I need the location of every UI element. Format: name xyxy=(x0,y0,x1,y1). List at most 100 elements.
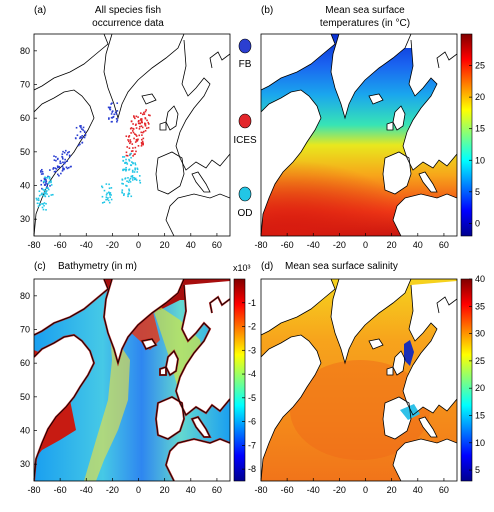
occurrence-point-od xyxy=(50,184,53,186)
occurrence-point-od xyxy=(44,192,47,195)
occurrence-point-od xyxy=(41,192,43,195)
panel-b-title-line-1: Mean sea surface xyxy=(325,5,405,16)
occurrence-point-od xyxy=(45,187,48,190)
occurrence-point-od xyxy=(43,191,46,194)
occurrence-point-od xyxy=(109,192,112,194)
occurrence-point-fb xyxy=(46,185,48,188)
occurrence-point-od xyxy=(100,185,103,188)
occurrence-point-fb xyxy=(40,171,42,173)
occurrence-point-od xyxy=(43,180,46,182)
occurrence-point-ices xyxy=(140,119,143,122)
legend-ices-marker xyxy=(238,113,252,129)
occurrence-point-od xyxy=(138,175,141,177)
panel-c-mid-ridge xyxy=(84,330,130,481)
occurrence-point-od xyxy=(136,171,139,173)
colorbar-tick-label: -2 xyxy=(248,322,256,332)
panel-a-title-line-2: occurrence data xyxy=(92,18,164,29)
panel-d-baltic xyxy=(404,340,414,366)
x-tick-label: -60 xyxy=(54,485,67,495)
x-tick-label: 0 xyxy=(363,240,368,250)
occurrence-point-od xyxy=(42,203,44,205)
occurrence-point-fb xyxy=(60,162,62,165)
occurrence-point-fb xyxy=(62,168,64,170)
occurrence-point-ices xyxy=(140,125,143,127)
occurrence-point-od xyxy=(131,171,134,173)
occurrence-point-fb xyxy=(62,161,64,164)
occurrence-point-ices xyxy=(140,118,143,120)
occurrence-point-od xyxy=(131,175,134,178)
occurrence-point-od xyxy=(106,198,109,201)
occurrence-point-fb xyxy=(42,181,45,184)
occurrence-point-od xyxy=(50,180,52,182)
occurrence-point-fb xyxy=(40,170,42,172)
occurrence-point-ices xyxy=(144,110,147,113)
occurrence-point-fb xyxy=(45,180,48,183)
occurrence-point-od xyxy=(122,183,124,185)
occurrence-point-fb xyxy=(44,184,46,186)
occurrence-point-ices xyxy=(130,132,132,134)
occurrence-point-ices xyxy=(126,154,129,157)
occurrence-point-ices xyxy=(141,134,143,136)
occurrence-point-ices xyxy=(132,128,135,130)
colorbar-tick-label: -1 xyxy=(248,298,256,308)
occurrence-point-fb xyxy=(67,166,70,169)
occurrence-point-fb xyxy=(40,179,43,182)
occurrence-point-ices xyxy=(127,140,130,143)
occurrence-point-fb xyxy=(79,143,81,146)
occurrence-point-od xyxy=(132,162,134,164)
occurrence-point-od xyxy=(43,202,46,204)
occurrence-point-ices xyxy=(133,137,135,140)
panel-a-plot-area xyxy=(34,34,230,236)
occurrence-point-fb xyxy=(81,137,83,139)
occurrence-point-od xyxy=(46,193,48,195)
occurrence-point-od xyxy=(35,197,38,200)
occurrence-point-od xyxy=(37,197,40,200)
x-tick-label: 20 xyxy=(160,485,170,495)
occurrence-point-od xyxy=(127,195,129,198)
occurrence-point-fb xyxy=(64,149,67,152)
occurrence-point-fb xyxy=(69,165,72,168)
x-tick-label: 0 xyxy=(363,485,368,495)
occurrence-point-fb xyxy=(110,113,113,115)
occurrence-point-fb xyxy=(110,116,113,119)
y-tick-label: 30 xyxy=(20,459,30,469)
occurrence-point-fb xyxy=(81,141,84,144)
y-tick-label: 40 xyxy=(20,181,30,191)
occurrence-point-od xyxy=(138,179,141,182)
colorbar-tick-label: 20 xyxy=(475,92,485,102)
y-tick-label: 50 xyxy=(20,147,30,157)
occurrence-point-ices xyxy=(134,124,137,126)
occurrence-point-fb xyxy=(111,120,113,123)
occurrence-point-ices xyxy=(140,131,143,134)
occurrence-point-fb xyxy=(111,102,113,105)
occurrence-point-od xyxy=(130,152,132,155)
occurrence-point-fb xyxy=(45,179,47,181)
occurrence-point-fb xyxy=(116,102,119,104)
panel-c-colorbar xyxy=(233,278,246,482)
occurrence-point-od xyxy=(134,167,136,170)
occurrence-point-ices xyxy=(130,120,133,123)
occurrence-point-od xyxy=(42,180,45,183)
occurrence-point-fb xyxy=(66,153,68,156)
occurrence-point-od xyxy=(121,191,124,194)
occurrence-point-ices xyxy=(137,145,140,147)
occurrence-point-od xyxy=(103,201,106,203)
occurrence-point-ices xyxy=(140,145,143,147)
colorbar-tick-label: 10 xyxy=(475,155,485,165)
occurrence-point-ices xyxy=(137,116,139,118)
occurrence-point-fb xyxy=(47,175,49,178)
occurrence-point-ices xyxy=(141,140,144,143)
x-tick-label: 40 xyxy=(186,485,196,495)
occurrence-point-fb xyxy=(58,174,60,177)
occurrence-point-ices xyxy=(142,143,144,146)
occurrence-point-od xyxy=(121,179,124,181)
occurrence-point-od xyxy=(101,195,104,198)
panel-a-label: (a) xyxy=(34,5,46,16)
colorbar-tick-label: 25 xyxy=(475,61,485,71)
occurrence-point-od xyxy=(39,204,41,206)
occurrence-point-od xyxy=(41,193,43,196)
occurrence-point-fb xyxy=(62,167,64,169)
occurrence-point-od xyxy=(122,159,124,162)
occurrence-point-od xyxy=(135,179,138,181)
occurrence-point-od xyxy=(128,179,131,181)
